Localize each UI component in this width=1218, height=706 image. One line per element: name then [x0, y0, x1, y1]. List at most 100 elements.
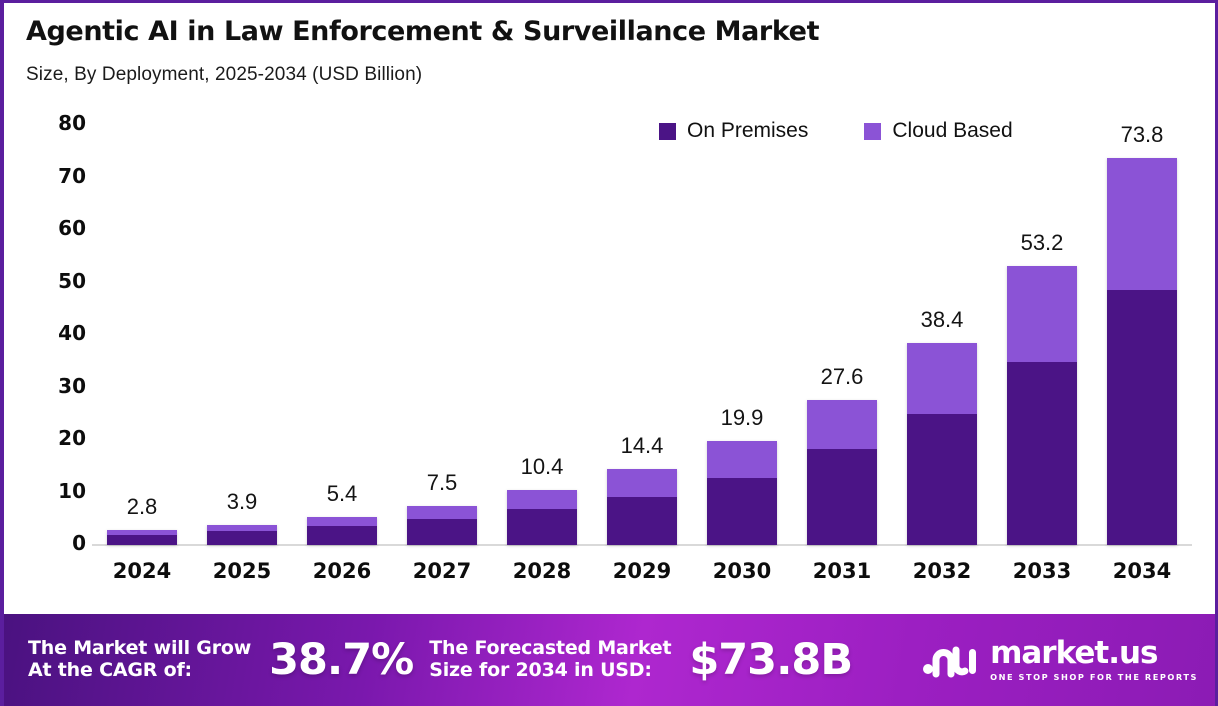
y-axis-tick-30: 30	[58, 373, 86, 398]
legend-swatch-cloud-based	[864, 122, 882, 140]
bar-segment-on-premises-2026[interactable]	[307, 525, 377, 545]
bar-segment-on-premises-2025[interactable]	[207, 530, 277, 545]
bar-group-2029[interactable]: 14.4	[592, 125, 692, 545]
bar-segment-cloud-based-2028[interactable]	[507, 490, 577, 510]
bar-group-2026[interactable]: 5.4	[292, 125, 392, 545]
bar-total-label-2028: 10.4	[520, 454, 564, 480]
legend-item-on-premises[interactable]: On Premises	[659, 119, 808, 143]
bar-stack-2033[interactable]	[1007, 265, 1077, 545]
bar-segment-on-premises-2031[interactable]	[807, 449, 877, 545]
cagr-caption-line1: The Market will Grow	[28, 637, 252, 660]
bar-segment-on-premises-2029[interactable]	[607, 496, 677, 545]
x-axis: 2024 2025 2026 2027 2028 2029 2030 2031 2032 2033…	[92, 559, 1192, 583]
forecast-caption-line2: Size for 2034 in USD:	[429, 659, 652, 681]
x-axis-label-2033: 2033	[1012, 559, 1072, 583]
y-axis-tick-70: 70	[58, 163, 86, 188]
bar-segment-on-premises-2032[interactable]	[907, 413, 977, 545]
bar-stack-2024[interactable]	[107, 530, 177, 545]
y-axis-tick-40: 40	[58, 321, 86, 345]
bar-group-2032[interactable]: 38.4	[892, 125, 992, 545]
bar-group-2033[interactable]: 53.2	[992, 125, 1092, 545]
y-axis-tick-0: 0	[72, 531, 86, 555]
legend-label-cloud-based: Cloud Based	[892, 119, 1013, 142]
x-axis-baseline	[92, 544, 1192, 546]
x-axis-label-2025: 2025	[212, 559, 272, 583]
bar-total-label-2025: 3.9	[226, 488, 258, 514]
x-axis-label-2029: 2029	[612, 559, 672, 583]
bar-total-label-2026: 5.4	[326, 480, 358, 506]
bar-total-label-2032: 38.4	[920, 307, 964, 333]
bar-stack-2031[interactable]	[807, 400, 877, 545]
bar-segment-cloud-based-2034[interactable]	[1107, 157, 1177, 290]
forecast-value: $73.8B	[689, 635, 853, 685]
legend-label-on-premises: On Premises	[687, 119, 809, 142]
bar-stack-2027[interactable]	[407, 505, 477, 545]
bar-group-2027[interactable]: 7.5	[392, 125, 492, 545]
bar-segment-cloud-based-2025[interactable]	[207, 524, 277, 531]
bar-segment-cloud-based-2031[interactable]	[807, 400, 877, 450]
x-axis-label-2030: 2030	[712, 559, 772, 583]
forecast-block: The Forecasted Market Size for 2034 in U…	[429, 635, 853, 685]
forecast-caption: The Forecasted Market Size for 2034 in U…	[429, 637, 672, 682]
bar-stack-2028[interactable]	[507, 490, 577, 545]
legend-swatch-on-premises	[659, 122, 676, 140]
brand-text: market.us ONE STOP SHOP FOR THE REPORTS	[990, 635, 1198, 683]
brand-logo[interactable]: market.us ONE STOP SHOP FOR THE REPORTS	[922, 636, 1212, 685]
legend-item-cloud-based[interactable]: Cloud Based	[864, 119, 1013, 143]
bar-group-2034[interactable]: 73.8	[1092, 121, 1192, 545]
brand-name: market.us	[990, 635, 1158, 671]
bar-segment-cloud-based-2032[interactable]	[907, 343, 977, 414]
bar-stack-2025[interactable]	[207, 524, 277, 545]
page-title: Agentic AI in Law Enforcement & Surveill…	[26, 16, 820, 47]
bar-segment-on-premises-2034[interactable]	[1107, 289, 1177, 545]
chart-header: Agentic AI in Law Enforcement & Surveill…	[4, 3, 1215, 86]
x-axis-label-2027: 2027	[412, 559, 472, 583]
bar-total-label-2024: 2.8	[126, 494, 158, 520]
bar-segment-cloud-based-2026[interactable]	[307, 516, 377, 526]
cagr-caption-line2: At the CAGR of:	[28, 659, 192, 681]
x-axis-label-2024: 2024	[112, 559, 172, 583]
bar-segment-on-premises-2030[interactable]	[707, 478, 777, 545]
bar-series-container: 2.8 3.9 5.4 7.5 10.4 14.4 19.9 27.6 38.4 53.2 73.8	[92, 121, 1192, 545]
bar-segment-cloud-based-2029[interactable]	[607, 469, 677, 497]
x-axis-label-2031: 2031	[812, 559, 872, 583]
bar-group-2031[interactable]: 27.6	[792, 125, 892, 545]
bar-segment-cloud-based-2027[interactable]	[407, 505, 477, 519]
market-us-logo-icon	[922, 636, 980, 685]
bar-group-2028[interactable]: 10.4	[492, 125, 592, 545]
bar-total-label-2033: 53.2	[1020, 229, 1064, 255]
chart-subtitle: Size, By Deployment, 2025-2034 (USD Bill…	[26, 63, 423, 85]
bar-total-label-2029: 14.4	[620, 433, 664, 459]
bar-segment-cloud-based-2030[interactable]	[707, 440, 777, 479]
bar-total-label-2034: 73.8	[1120, 121, 1164, 147]
bar-stack-2034[interactable]	[1107, 157, 1177, 545]
bar-segment-cloud-based-2024[interactable]	[107, 530, 177, 536]
cagr-block: The Market will Grow At the CAGR of: 38.…	[28, 635, 414, 685]
chart-legend: On Premises Cloud Based	[659, 119, 1013, 143]
bar-group-2024[interactable]: 2.8	[92, 125, 192, 545]
bar-stack-2030[interactable]	[707, 440, 777, 545]
y-axis-tick-20: 20	[58, 426, 86, 450]
bar-total-label-2030: 19.9	[720, 404, 764, 430]
bar-group-2030[interactable]: 19.9	[692, 125, 792, 545]
y-axis-tick-10: 10	[58, 478, 86, 503]
bar-stack-2029[interactable]	[607, 469, 677, 545]
y-axis-tick-80: 80	[58, 111, 86, 135]
y-axis-tick-50: 50	[58, 268, 86, 293]
cagr-value: 38.7%	[269, 635, 414, 685]
bar-segment-on-premises-2027[interactable]	[407, 518, 477, 545]
x-axis-label-2034: 2034	[1112, 559, 1172, 583]
bar-segment-on-premises-2028[interactable]	[507, 509, 577, 545]
y-axis: 0 10 20 30 40 50 60 70 80	[26, 111, 86, 555]
bar-total-label-2027: 7.5	[426, 469, 458, 495]
bar-segment-cloud-based-2033[interactable]	[1007, 265, 1077, 362]
bar-segment-on-premises-2024[interactable]	[107, 535, 177, 545]
forecast-caption-line1: The Forecasted Market	[429, 637, 672, 660]
footer-banner: The Market will Grow At the CAGR of: 38.…	[4, 614, 1215, 706]
bar-group-2025[interactable]: 3.9	[192, 125, 292, 545]
bar-stack-2032[interactable]	[907, 343, 977, 545]
bar-segment-on-premises-2033[interactable]	[1007, 361, 1077, 545]
bar-stack-2026[interactable]	[307, 516, 377, 545]
cagr-caption: The Market will Grow At the CAGR of:	[28, 637, 252, 682]
